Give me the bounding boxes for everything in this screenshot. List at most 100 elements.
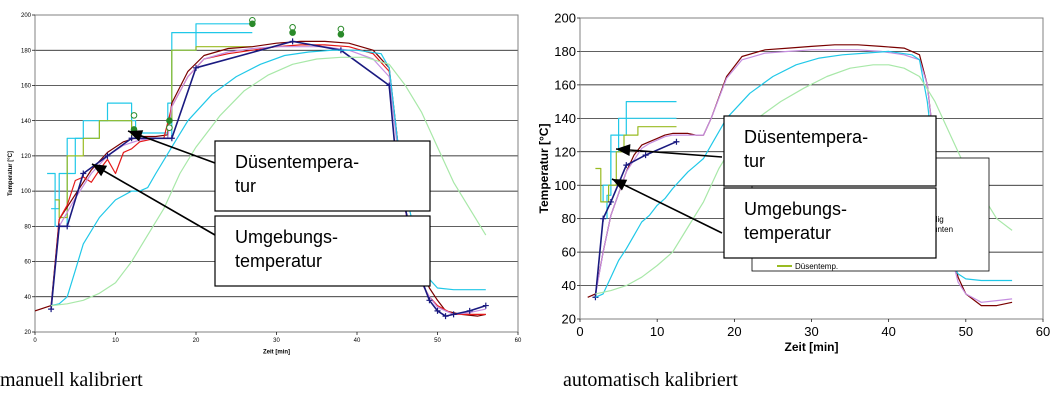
- point-marker: [337, 25, 345, 33]
- point-marker: [166, 117, 173, 124]
- series-line: [602, 117, 677, 202]
- y-tick-label: 100: [21, 189, 32, 195]
- annotation-arrowhead: [128, 130, 144, 142]
- series-marker: [607, 198, 614, 205]
- y-tick-label: 60: [24, 260, 31, 266]
- y-tick-label: 140: [21, 119, 32, 125]
- series-marker: [466, 307, 473, 314]
- y-tick-label: 40: [562, 278, 576, 293]
- annotation-text: Umgebungs-: [235, 227, 338, 247]
- series-marker: [168, 135, 175, 142]
- annotation-box: [723, 187, 937, 259]
- series-marker: [426, 297, 433, 304]
- y-tick-label: 80: [24, 224, 31, 230]
- series-marker: [482, 302, 489, 309]
- annotation-arrowhead: [612, 179, 628, 191]
- series-marker: [48, 306, 55, 313]
- point-marker: [166, 124, 173, 132]
- x-tick-label: 10: [112, 338, 119, 344]
- annotation-arrow: [611, 178, 723, 234]
- annotation-text: Umgebungs-: [744, 199, 847, 219]
- point-marker: [289, 24, 296, 31]
- x-tick-label: 0: [33, 338, 37, 344]
- series-line: [595, 64, 1013, 295]
- series-marker: [642, 152, 649, 159]
- series-marker: [128, 135, 135, 142]
- y-tick-label: 160: [554, 77, 576, 92]
- series-marker: [623, 162, 630, 169]
- x-tick-label: 30: [273, 338, 280, 344]
- chart-manuell-kalibriert: 20 40 60 80 100 120 140 160 180 200 0 10 20 30 40 50 60 Z…: [8, 13, 522, 356]
- x-tick-label: 40: [354, 338, 361, 344]
- x-tick-label: 50: [434, 338, 441, 344]
- x-tick-label: 20: [727, 324, 741, 339]
- annotation-arrow: [127, 130, 216, 164]
- y-axis-label: Temperatur [°C]: [537, 124, 551, 214]
- y-tick-label: 60: [562, 245, 576, 260]
- series-marker: [64, 223, 71, 230]
- y-tick-label: 200: [21, 13, 32, 19]
- x-tick-label: 0: [576, 324, 583, 339]
- series-marker: [673, 138, 680, 145]
- annotation-box: [214, 140, 431, 212]
- legend-label: dig: [933, 215, 944, 224]
- series-marker: [104, 152, 111, 159]
- series-marker: [289, 38, 296, 45]
- series-line: [606, 100, 677, 219]
- y-tick-label: 140: [554, 111, 576, 126]
- annotation-box: [723, 115, 937, 187]
- chart-automatisch-kalibriert: 20 40 60 80 100 120 140 160 180 200 0 10 20 30 40 50 60 Z…: [537, 11, 1050, 355]
- caption-right: automatisch kalibriert: [563, 369, 738, 391]
- series-marker: [193, 64, 199, 71]
- annotation-text: temperatur: [235, 251, 322, 271]
- y-tick-label: 120: [21, 154, 32, 160]
- annotation-text: temperatur: [744, 223, 831, 243]
- y-tick-label: 180: [21, 48, 32, 54]
- annotation-arrowhead: [92, 164, 108, 177]
- x-tick-label: 60: [1036, 324, 1050, 339]
- x-axis-label: Zeit [min]: [785, 340, 839, 354]
- series-line: [51, 56, 487, 307]
- y-tick-label: 200: [554, 11, 576, 26]
- legend-label: Düsentemp.: [795, 262, 838, 271]
- annotation-text: tur: [235, 176, 256, 196]
- series-marker: [600, 215, 607, 222]
- x-tick-label: 20: [193, 338, 200, 344]
- point-marker: [130, 112, 138, 119]
- point-marker: [289, 29, 296, 36]
- point-marker: [249, 20, 256, 28]
- series-line: [55, 46, 253, 219]
- x-tick-label: 10: [650, 324, 664, 339]
- y-tick-label: 100: [554, 178, 576, 193]
- y-tick-label: 160: [21, 84, 32, 90]
- caption-left: manuell kalibriert: [0, 369, 143, 391]
- series-marker: [80, 170, 87, 177]
- x-tick-label: 60: [515, 338, 522, 344]
- y-tick-label: 40: [24, 295, 31, 301]
- point-marker: [337, 31, 345, 38]
- y-tick-label: 80: [562, 211, 576, 226]
- annotation-box: [214, 215, 431, 287]
- x-axis-label: Zeit [min]: [263, 350, 290, 356]
- annotation-text: Düsentempera-: [744, 127, 868, 147]
- annotation-arrow: [91, 163, 216, 236]
- annotation-text: tur: [744, 151, 765, 171]
- x-tick-label: 40: [881, 324, 895, 339]
- series-line: [50, 40, 487, 317]
- annotation-arrow: [615, 148, 723, 158]
- y-tick-label: 20: [24, 330, 31, 336]
- series-line: [35, 40, 486, 317]
- y-tick-label: 180: [554, 44, 576, 59]
- y-axis-label: Temperatur [°C]: [8, 151, 14, 196]
- y-tick-label: 20: [562, 312, 576, 327]
- x-tick-label: 30: [804, 324, 818, 339]
- annotation-arrowhead: [616, 144, 631, 157]
- series-line: [595, 126, 677, 203]
- series-marker: [450, 311, 457, 318]
- annotation-text: Düsentempera-: [235, 152, 359, 172]
- series-marker: [442, 313, 449, 320]
- x-tick-label: 50: [959, 324, 973, 339]
- series-line: [594, 140, 677, 298]
- series-marker: [434, 307, 441, 314]
